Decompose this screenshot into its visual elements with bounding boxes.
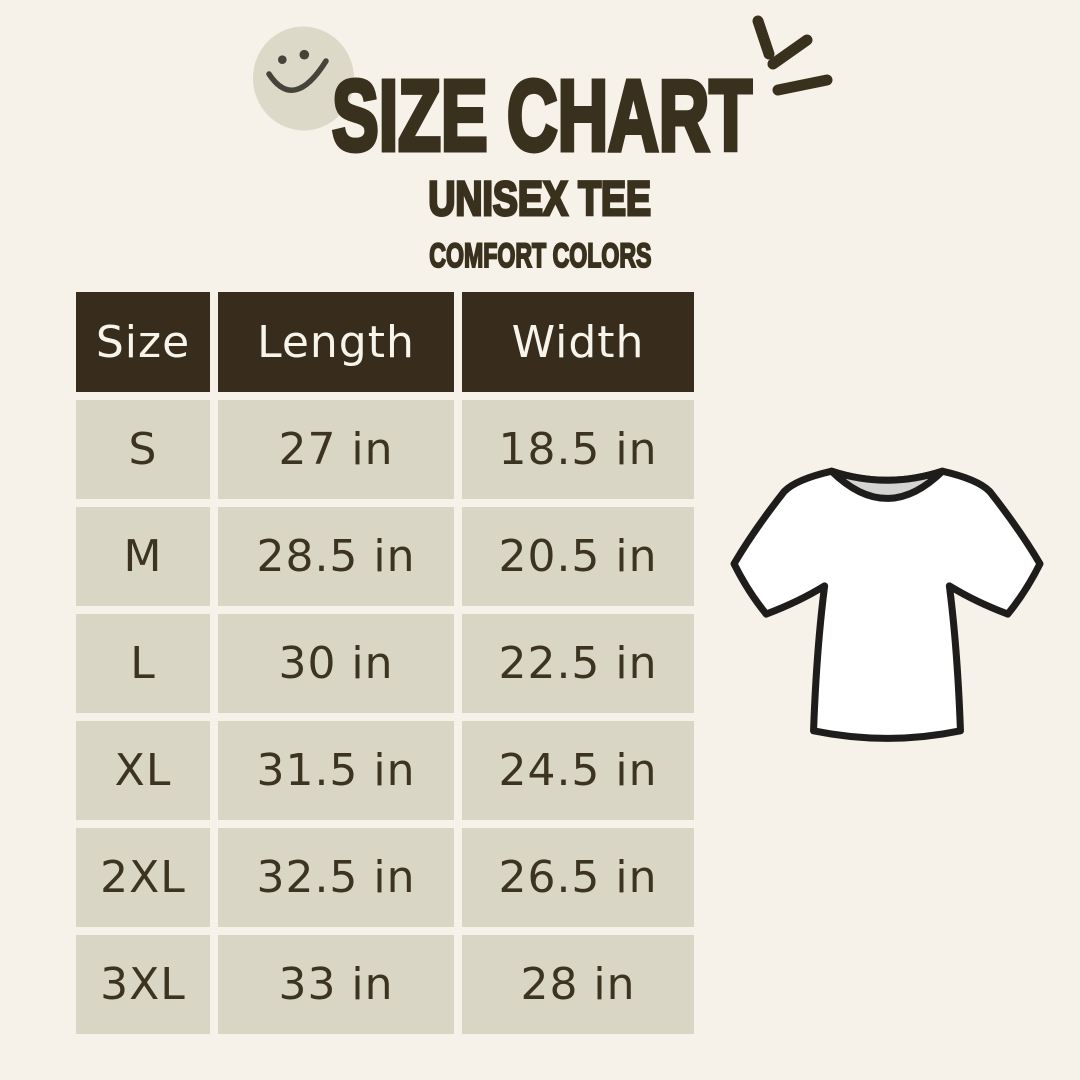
size-cell: L [76,614,210,713]
width-cell: 28 in [462,935,694,1034]
width-cell: 22.5 in [462,614,694,713]
length-cell: 33 in [218,935,454,1034]
product-name: UNISEX TEE [0,173,1080,226]
width-cell: 24.5 in [462,721,694,820]
size-cell: M [76,507,210,606]
size-cell: 3XL [76,935,210,1034]
brand-name-text: COMFORT COLORS [428,237,652,275]
size-cell: 2XL [76,828,210,927]
length-cell: 32.5 in [218,828,454,927]
brand-name: COMFORT COLORS [0,237,1080,275]
size-cell: XL [76,721,210,820]
width-cell: 26.5 in [462,828,694,927]
width-cell: 20.5 in [462,507,694,606]
tshirt-illustration [730,467,1044,742]
column-header-width: Width [462,292,694,392]
column-header-length: Length [218,292,454,392]
emphasis-dashes-icon [752,15,833,96]
size-table: Size Length Width S 27 in 18.5 in M 28.5… [76,292,694,1034]
length-cell: 28.5 in [218,507,454,606]
page-title: SIZE CHART [330,60,754,172]
size-cell: S [76,400,210,499]
smiley-face-icon [253,26,354,131]
length-cell: 27 in [218,400,454,499]
length-cell: 31.5 in [218,721,454,820]
column-header-size: Size [76,292,210,392]
length-cell: 30 in [218,614,454,713]
width-cell: 18.5 in [462,400,694,499]
product-name-text: UNISEX TEE [428,173,653,226]
